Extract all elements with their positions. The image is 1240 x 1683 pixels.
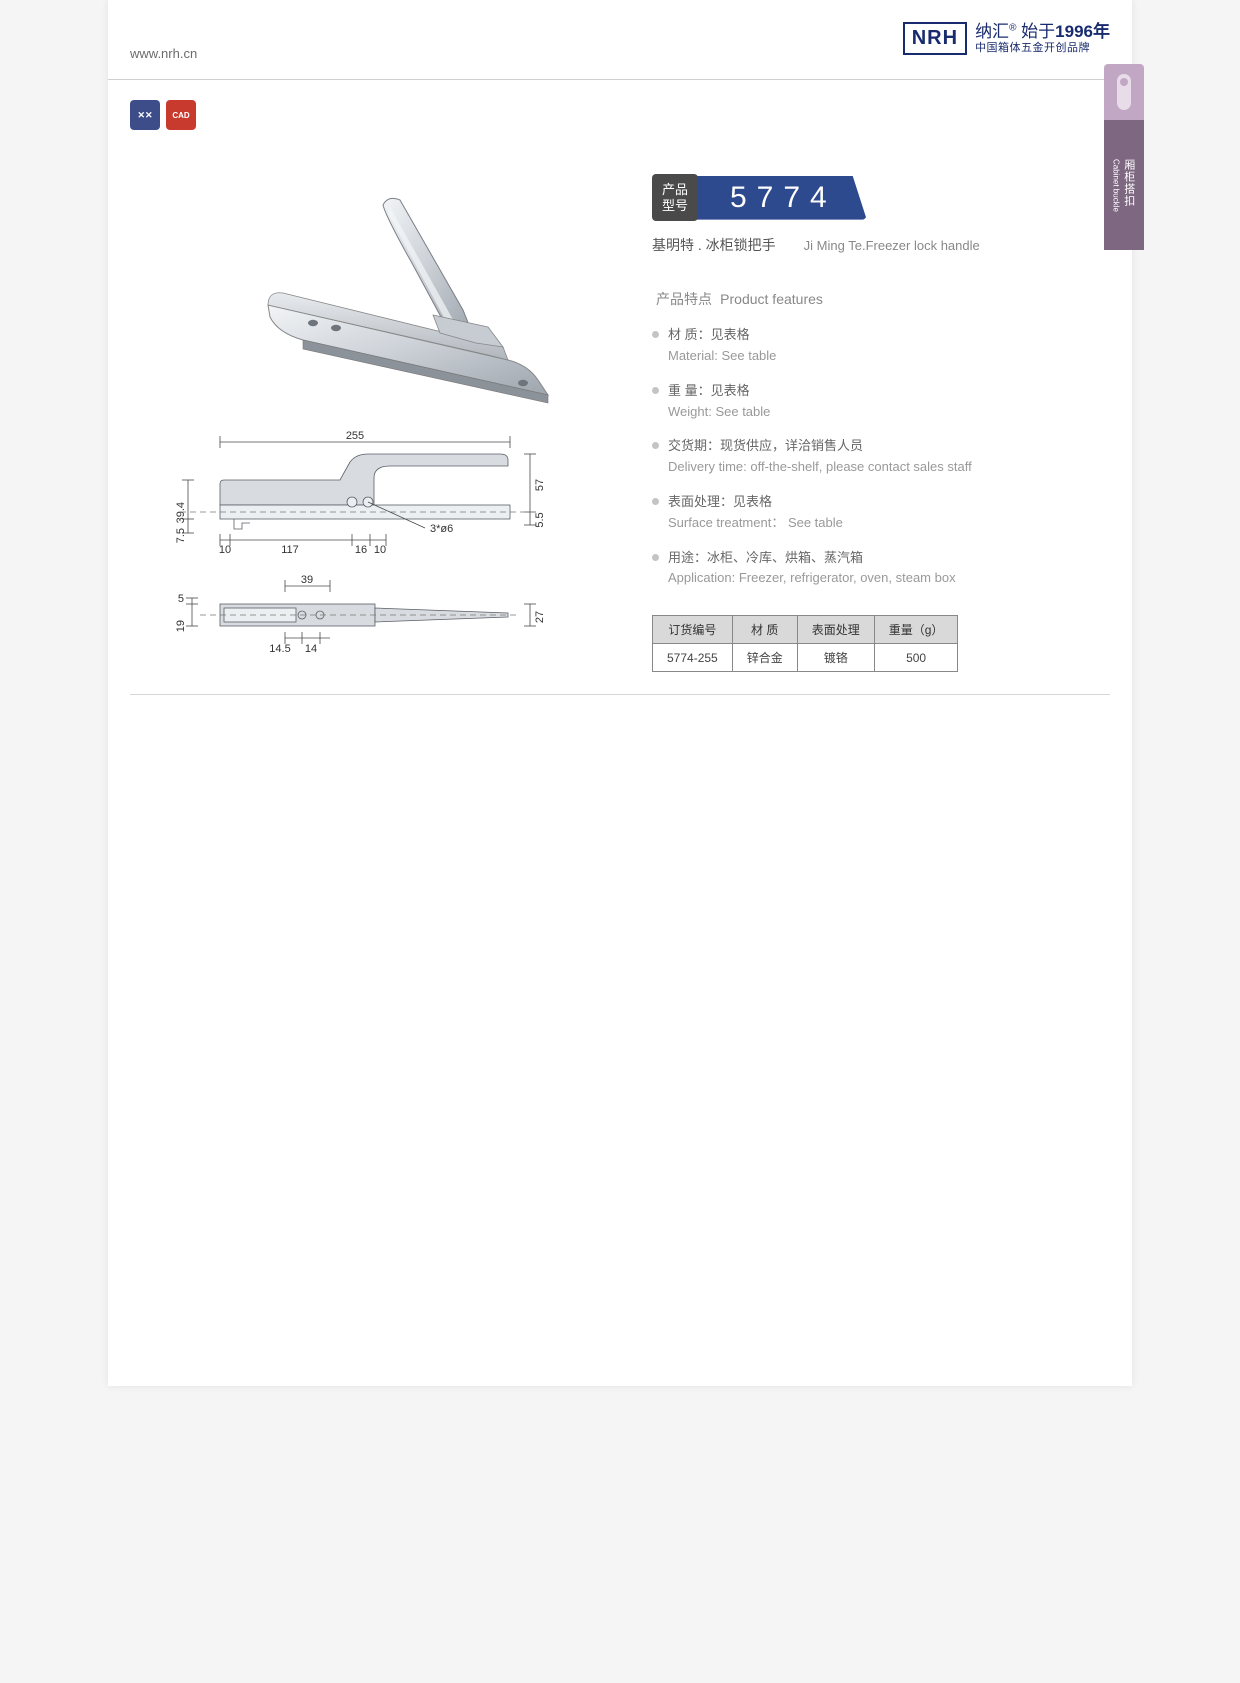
features-title-en: Product features: [720, 291, 823, 307]
feature-en: Material: See table: [668, 346, 1072, 367]
icons-row: ✕✕ CAD: [130, 100, 196, 130]
dim-19: 19: [175, 620, 187, 632]
spec-header: 材 质: [732, 616, 797, 644]
technical-drawing: 255 39.4 7.5 57: [130, 430, 570, 670]
header: www.nrh.cn NRH 纳汇® 始于1996年 中国箱体五金开创品牌: [108, 0, 1132, 80]
spec-header: 订货编号: [653, 616, 733, 644]
feature-item: 用途：冰柜、冷库、烘箱、蒸汽箱Application: Freezer, ref…: [652, 548, 1072, 590]
dim-16: 16: [355, 544, 367, 556]
feature-item: 材 质：见表格Material: See table: [652, 325, 1072, 367]
dim-7-5: 7.5: [175, 528, 187, 543]
dim-57: 57: [534, 479, 546, 491]
dim-3phi6: 3*ø6: [430, 523, 453, 535]
logo-cn: 纳汇: [975, 22, 1009, 41]
feature-cn: 重 量：见表格: [668, 381, 1072, 402]
dim-14-5: 14.5: [269, 643, 290, 655]
spec-cell: 500: [874, 644, 958, 672]
divider: [130, 694, 1110, 695]
feature-en: Application: Freezer, refrigerator, oven…: [668, 568, 1072, 589]
logo-tagline: 中国箱体五金开创品牌: [975, 42, 1110, 55]
features-title: 产品特点 Product features: [652, 289, 1072, 309]
feature-cn: 表面处理：见表格: [668, 492, 1072, 513]
feature-item: 重 量：见表格Weight: See table: [652, 381, 1072, 423]
3d-icon[interactable]: ✕✕: [130, 100, 160, 130]
dim-255: 255: [346, 430, 364, 442]
feature-cn: 材 质：见表格: [668, 325, 1072, 346]
spec-cell: 镀铬: [797, 644, 874, 672]
dim-14: 14: [305, 643, 317, 655]
feature-cn: 交货期：现货供应，详洽销售人员: [668, 436, 1072, 457]
subtitle-en: Ji Ming Te.Freezer lock handle: [804, 238, 980, 253]
dim-5: 5: [178, 593, 184, 605]
feature-en: Weight: See table: [668, 402, 1072, 423]
features-list: 材 质：见表格Material: See table 重 量：见表格Weight:…: [652, 325, 1072, 589]
spec-cell: 5774-255: [653, 644, 733, 672]
dim-39-4: 39.4: [175, 502, 187, 523]
spec-table: 订货编号材 质表面处理重量（g） 5774-255锌合金镀铬500: [652, 615, 958, 672]
feature-item: 表面处理：见表格Surface treatment： See table: [652, 492, 1072, 534]
dim-117: 117: [281, 544, 299, 556]
dim-10b: 10: [374, 544, 386, 556]
cad-icon[interactable]: CAD: [166, 100, 196, 130]
dim-5-5: 5.5: [534, 512, 546, 527]
logo-area: NRH 纳汇® 始于1996年 中国箱体五金开创品牌: [903, 22, 1110, 55]
feature-item: 交货期：现货供应，详洽销售人员Delivery time: off-the-sh…: [652, 436, 1072, 478]
dim-10a: 10: [219, 544, 231, 556]
feature-cn: 用途：冰柜、冷库、烘箱、蒸汽箱: [668, 548, 1072, 569]
dim-39: 39: [301, 574, 313, 586]
features-title-cn: 产品特点: [656, 291, 712, 307]
spec-cell: 锌合金: [732, 644, 797, 672]
side-tab-label-box: Cabinet buckle 厢柜搭扣: [1104, 120, 1144, 250]
side-tab-en: Cabinet buckle: [1111, 159, 1120, 212]
buckle-icon: [1117, 74, 1131, 110]
spec-header: 表面处理: [797, 616, 874, 644]
subtitle-cn: 基明特 . 冰柜锁把手: [652, 235, 776, 255]
table-row: 5774-255锌合金镀铬500: [653, 644, 958, 672]
subtitle-row: 基明特 . 冰柜锁把手 Ji Ming Te.Freezer lock hand…: [652, 235, 1072, 255]
side-tab-icon-box: [1104, 64, 1144, 120]
model-number: 5774: [690, 176, 867, 220]
page: www.nrh.cn NRH 纳汇® 始于1996年 中国箱体五金开创品牌 Ca…: [108, 0, 1132, 1386]
side-tab-cn: 厢柜搭扣: [1120, 159, 1137, 212]
model-row: 产品 型号 5774: [652, 174, 1072, 221]
right-column: 产品 型号 5774 基明特 . 冰柜锁把手 Ji Ming Te.Freeze…: [652, 174, 1072, 672]
logo-text: 纳汇® 始于1996年 中国箱体五金开创品牌: [975, 22, 1110, 54]
side-tab: Cabinet buckle 厢柜搭扣: [1104, 64, 1144, 250]
feature-en: Delivery time: off-the-shelf, please con…: [668, 457, 1072, 478]
site-url: www.nrh.cn: [130, 46, 197, 61]
logo-brand: NRH: [903, 22, 967, 55]
spec-header: 重量（g）: [874, 616, 958, 644]
feature-en: Surface treatment： See table: [668, 513, 1072, 534]
product-render: [208, 165, 568, 405]
logo-since: 始于: [1021, 22, 1055, 41]
logo-year: 1996年: [1055, 22, 1110, 41]
dim-27: 27: [534, 611, 546, 623]
model-label: 产品 型号: [652, 174, 698, 221]
